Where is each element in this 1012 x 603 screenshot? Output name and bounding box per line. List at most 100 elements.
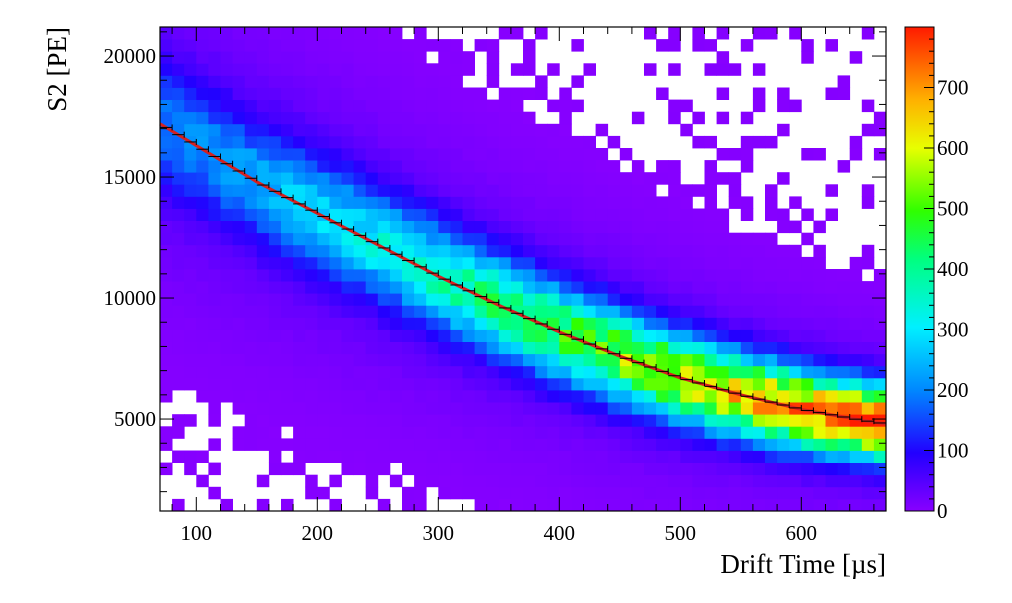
heatmap-cell [172,256,185,270]
heatmap-cell [220,293,233,306]
heatmap-cell [668,99,681,113]
heatmap-cell [740,39,754,52]
heatmap-cell [692,414,705,427]
heatmap-cell [389,402,403,415]
heatmap-cell [402,305,415,318]
profile-point [184,138,197,145]
heatmap-cell [656,256,669,270]
heatmap-cell [474,402,488,415]
heatmap-cell [402,111,415,125]
heatmap-cell [765,256,778,270]
heatmap-cell [377,232,391,246]
heatmap-cell [184,353,197,367]
heatmap-cell [583,135,596,149]
heatmap-cell [365,317,379,330]
heatmap-cell [704,353,717,367]
heatmap-cell [208,329,221,342]
heatmap-cell [353,220,367,234]
heatmap-cell [402,184,415,197]
heatmap-cell [281,184,294,197]
heatmap-cell [232,123,246,137]
heatmap-cell [656,353,669,367]
heatmap-cell [486,184,500,197]
heatmap-cell [341,51,354,64]
heatmap-cell [293,390,306,403]
heatmap-cell [160,317,173,330]
heatmap-cell [438,402,451,415]
heatmap-cell [341,256,354,270]
heatmap-cell [595,438,609,451]
heatmap-cell [740,293,754,306]
heatmap-cell [402,148,415,161]
heatmap-cell [873,148,887,161]
heatmap-cell [752,135,766,149]
heatmap-cell [571,39,584,52]
heatmap-cell [426,426,439,439]
heatmap-cell [825,450,838,463]
heatmap-cell [765,426,778,439]
heatmap-cell [232,172,246,185]
heatmap-cell [789,196,802,209]
heatmap-cell [825,462,838,476]
heatmap-cell [668,390,681,403]
heatmap-cell [208,305,221,318]
heatmap-cell [268,402,282,415]
heatmap-cell [523,208,536,221]
heatmap-cell [184,281,197,294]
heatmap-cell [668,293,681,306]
heatmap-cell [450,172,463,185]
heatmap-cell [353,269,367,282]
heatmap-cell [644,232,657,246]
heatmap-cell [631,317,645,330]
heatmap-cell [244,220,258,234]
heatmap-cell [329,87,342,100]
heatmap-cell [196,390,209,403]
heatmap-cell [571,341,584,355]
heatmap-cell [281,220,294,234]
heatmap-cell [523,426,536,439]
heatmap-cell [583,269,596,282]
heatmap-cell [595,450,609,463]
heatmap-cell [728,474,742,488]
heatmap-cell [789,293,802,306]
heatmap-cell [523,450,536,463]
heatmap-cell [317,111,330,125]
heatmap-cell [389,426,403,439]
heatmap-cell [402,220,415,234]
heatmap-cell [281,498,294,512]
heatmap-cell [571,498,584,512]
heatmap-cell [559,256,572,270]
heatmap-cell [656,426,669,439]
heatmap-cell [389,208,403,221]
heatmap-cell [486,402,500,415]
heatmap-cell [220,135,233,149]
heatmap-cell [402,269,415,282]
heatmap-cell [208,462,221,476]
heatmap-cell [728,426,742,439]
heatmap-cell [474,220,488,234]
heatmap-cell [281,172,294,185]
heatmap-cell [208,111,221,125]
heatmap-cell [631,293,645,306]
heatmap-cell [268,329,282,342]
heatmap-cell [462,269,475,282]
heatmap-cell [619,390,633,403]
heatmap-cell [583,232,596,246]
heatmap-cell [535,256,548,270]
heatmap-cell [474,426,488,439]
heatmap-cell [789,329,802,342]
heatmap-cell [728,256,742,270]
heatmap-cell [256,244,270,258]
heatmap-cell [244,293,258,306]
profile-point [293,200,306,207]
heatmap-cell [752,365,766,379]
heatmap-cell [208,135,221,149]
heatmap-cell [389,51,403,64]
heatmap-cell [317,123,330,137]
heatmap-cell [825,402,838,415]
profile-point [535,320,548,327]
heatmap-cell [583,402,596,415]
heatmap-cell [631,281,645,294]
heatmap-cell [293,329,306,342]
heatmap-cell [305,486,318,500]
